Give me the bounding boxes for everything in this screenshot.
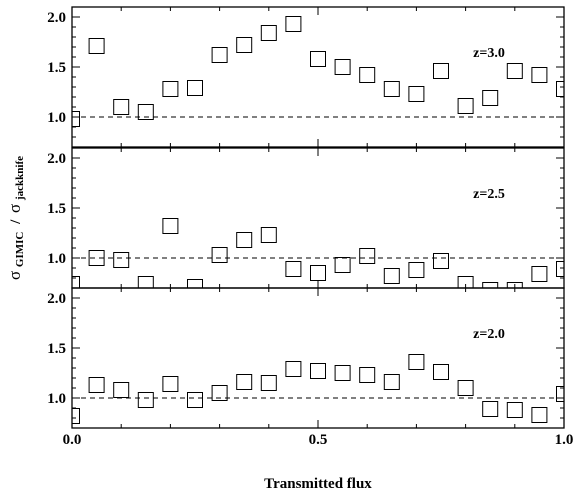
y-tick-label: 2.0 — [47, 291, 66, 307]
y-axis-subscript: GIMIC — [14, 232, 26, 268]
x-tick-label: 1.0 — [555, 432, 573, 448]
data-point — [359, 367, 376, 383]
data-point — [531, 67, 548, 83]
data-point — [137, 276, 154, 288]
data-point — [72, 408, 80, 424]
data-point — [310, 265, 326, 281]
data-point — [433, 63, 449, 79]
panel-frame — [71, 287, 565, 429]
data-point — [556, 81, 564, 97]
data-point — [482, 90, 499, 106]
x-axis-title: Transmitted flux — [264, 476, 372, 492]
y-tick-label: 1.5 — [47, 341, 66, 357]
panel-label: z=2.5 — [473, 187, 505, 202]
data-point — [260, 375, 277, 391]
data-point — [408, 86, 425, 102]
data-point — [211, 385, 228, 401]
panel: 1.0 1.5 2.0 z=2.5 — [47, 147, 565, 289]
data-point — [359, 248, 376, 264]
panels: 1.0 1.5 2.0 z=3.0 1.0 1.5 2.0 z=2.5 1.0 1.5 2.0 z=2… — [47, 6, 565, 429]
panel: 1.0 1.5 2.0 z=2.0 — [47, 287, 565, 429]
series — [72, 218, 564, 288]
data-point — [88, 38, 105, 54]
data-point — [457, 98, 474, 114]
data-point — [285, 261, 302, 277]
data-point — [506, 402, 523, 418]
x-tick-labels: 0.0 0.5 1.0 — [63, 432, 573, 448]
y-tick-label: 1.0 — [47, 391, 66, 407]
y-tick-label: 1.0 — [47, 251, 66, 267]
data-point — [113, 99, 130, 115]
panel-label: z=3.0 — [473, 46, 505, 61]
data-point — [482, 282, 499, 288]
data-point — [137, 392, 154, 408]
panel-frame — [71, 6, 565, 148]
data-point — [260, 25, 277, 41]
data-point — [137, 104, 154, 120]
data-point — [72, 276, 80, 288]
data-point — [334, 365, 351, 381]
data-point — [285, 361, 302, 377]
data-point — [236, 232, 253, 248]
data-point — [187, 80, 203, 96]
y-axis-subscript: jackknife — [14, 156, 26, 201]
y-axis-sigma: σ — [5, 271, 24, 280]
panel-label: z=2.0 — [473, 327, 505, 342]
data-point — [408, 262, 425, 278]
data-point — [113, 252, 130, 268]
y-axis-sigma: σ — [5, 204, 24, 213]
data-point — [162, 376, 179, 392]
data-point — [88, 250, 105, 266]
series — [72, 354, 564, 424]
data-point — [408, 354, 425, 370]
y-tick-label: 1.5 — [47, 60, 66, 76]
data-point — [359, 67, 376, 83]
data-point — [187, 392, 203, 408]
data-point — [383, 81, 400, 97]
data-point — [211, 247, 228, 263]
data-point — [88, 377, 105, 393]
data-point — [506, 282, 523, 288]
data-point — [310, 363, 326, 379]
panel-frame — [71, 147, 565, 289]
y-tick-label: 1.5 — [47, 201, 66, 217]
data-point — [187, 279, 203, 288]
data-point — [310, 51, 326, 67]
y-axis-title: σ GIMIC / σ jackknife — [5, 156, 27, 280]
data-point — [433, 253, 449, 269]
data-point — [236, 374, 253, 390]
data-point — [162, 81, 179, 97]
data-point — [260, 227, 277, 243]
data-point — [334, 257, 351, 273]
panel: 1.0 1.5 2.0 z=3.0 — [47, 6, 565, 148]
data-point — [334, 59, 351, 75]
data-point — [236, 37, 253, 53]
data-point — [113, 382, 130, 398]
y-tick-label: 2.0 — [47, 10, 66, 26]
data-point — [556, 261, 564, 277]
data-point — [531, 266, 548, 282]
data-point — [506, 63, 523, 79]
data-point — [482, 401, 499, 417]
data-point — [457, 276, 474, 288]
x-tick-label: 0.5 — [309, 432, 328, 448]
data-point — [383, 268, 400, 284]
data-point — [383, 374, 400, 390]
y-axis-slash: / — [8, 219, 24, 225]
data-point — [556, 386, 564, 402]
y-tick-label: 2.0 — [47, 151, 66, 167]
data-point — [72, 111, 80, 127]
data-point — [433, 364, 449, 380]
data-point — [162, 218, 179, 234]
data-point — [285, 16, 302, 32]
y-tick-label: 1.0 — [47, 110, 66, 126]
x-tick-label: 0.0 — [63, 432, 82, 448]
series — [72, 16, 564, 127]
data-point — [531, 407, 548, 423]
data-point — [211, 47, 228, 63]
data-point — [457, 380, 474, 396]
